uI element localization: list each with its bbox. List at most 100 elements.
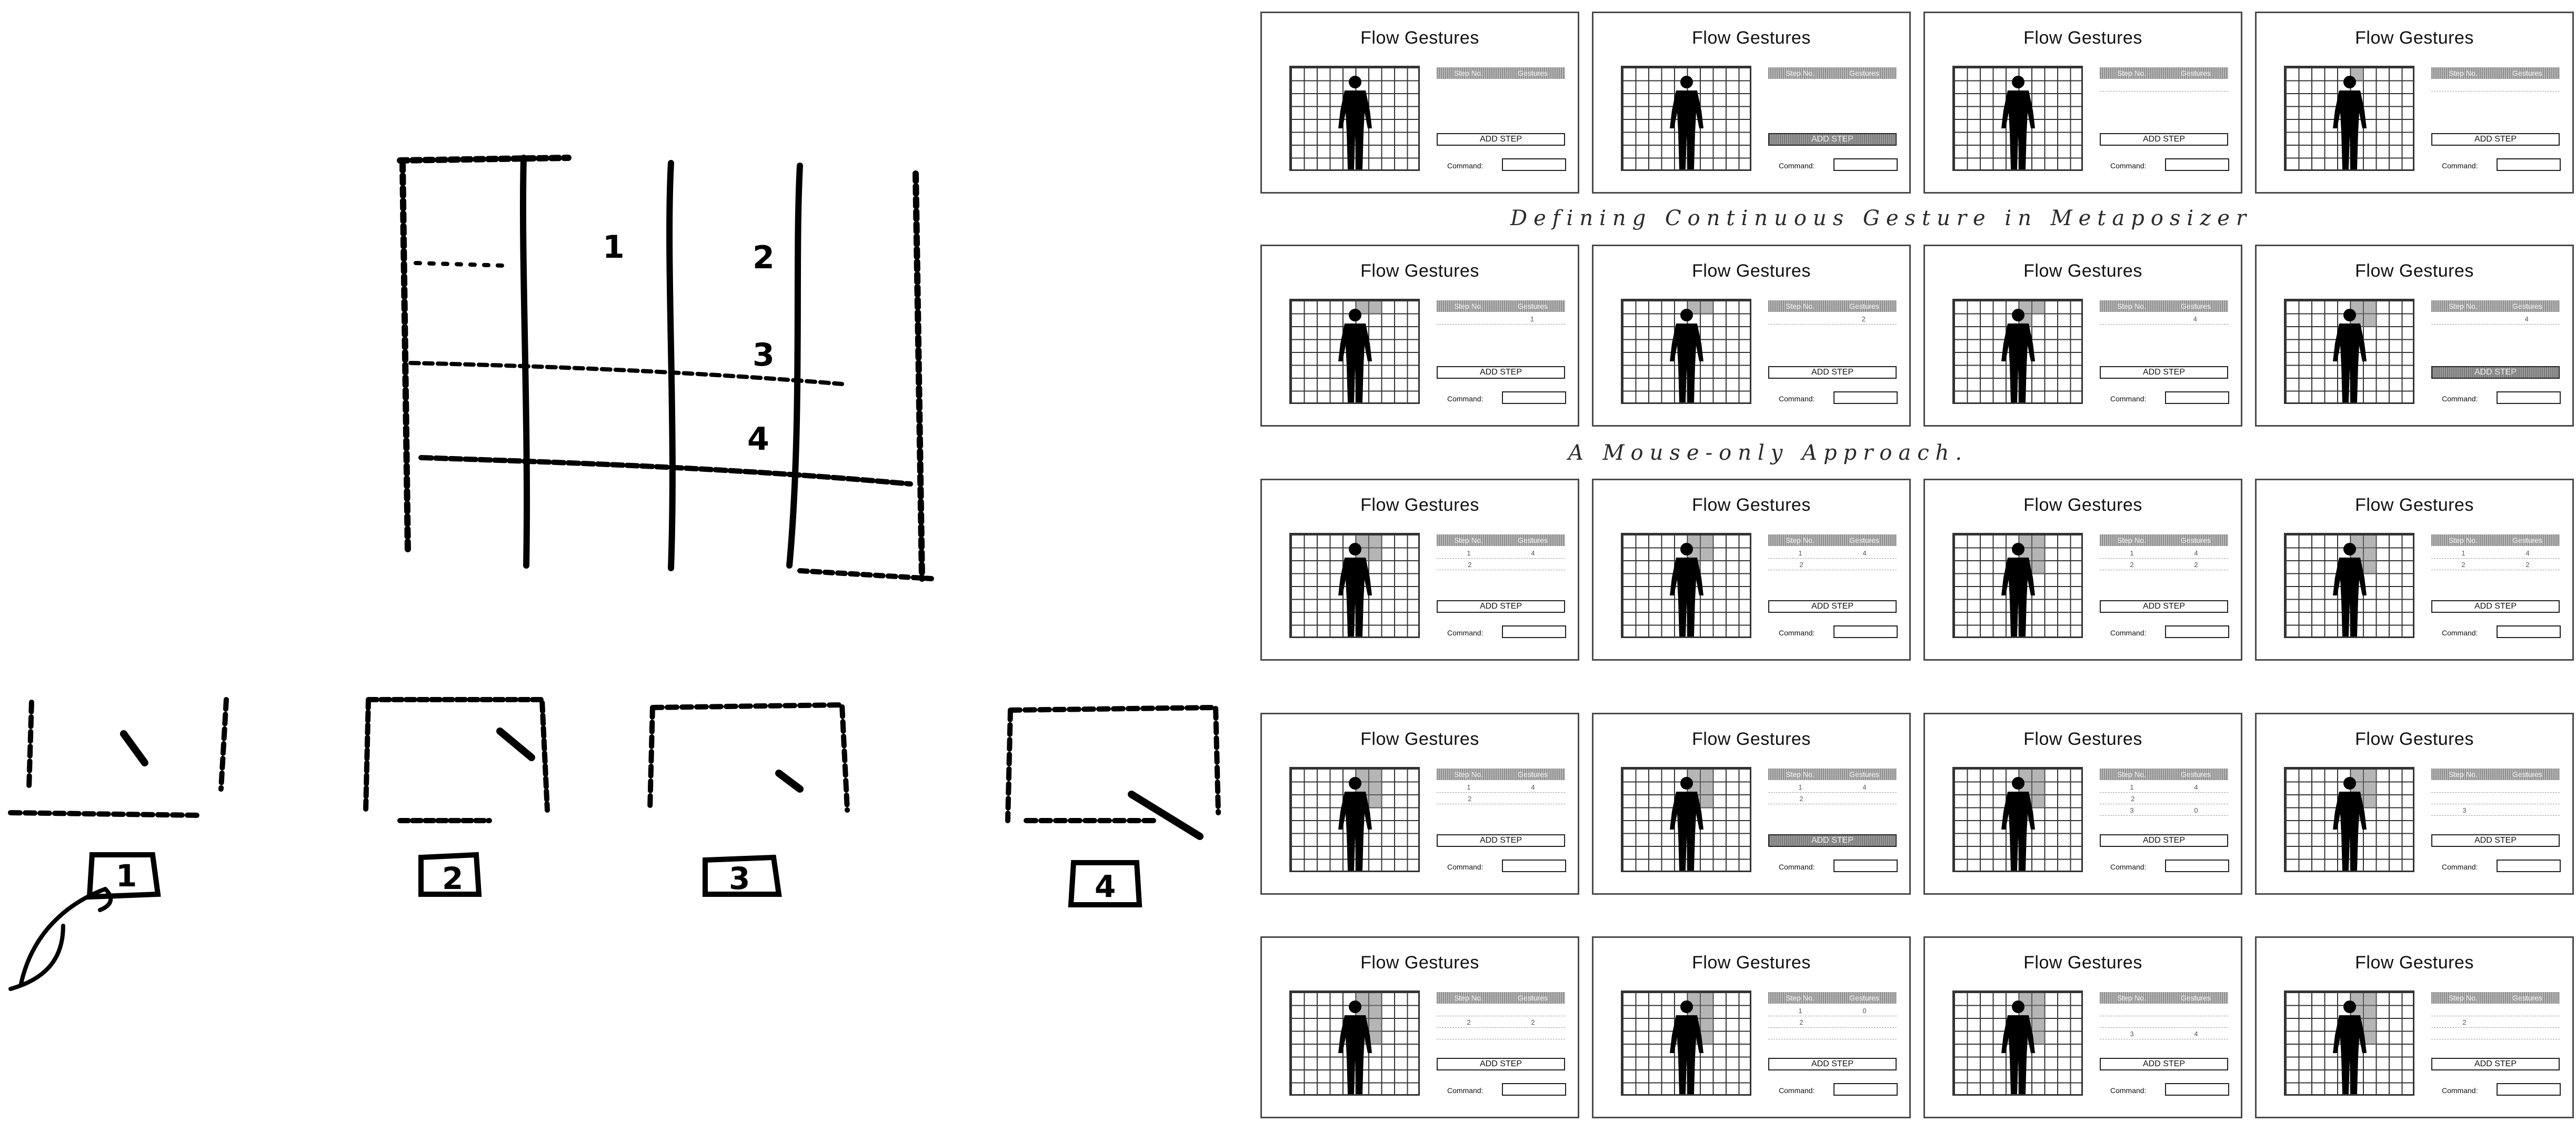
selected-grid-cell[interactable]: [2032, 535, 2045, 548]
selected-grid-cell[interactable]: [2032, 548, 2045, 561]
gesture-grid[interactable]: [2284, 533, 2414, 638]
gesture-grid[interactable]: [1289, 533, 1420, 638]
command-input[interactable]: [2497, 1083, 2561, 1096]
add-step-button[interactable]: ADD STEP: [2431, 133, 2560, 146]
gesture-grid[interactable]: [1289, 767, 1420, 872]
selected-grid-cell[interactable]: [2364, 548, 2377, 561]
steps-table-row[interactable]: 2: [1437, 559, 1565, 570]
selected-grid-cell[interactable]: [1701, 535, 1713, 548]
command-input[interactable]: [1833, 158, 1898, 171]
selected-grid-cell[interactable]: [2364, 1019, 2377, 1032]
steps-table-row[interactable]: 1: [1437, 314, 1565, 325]
add-step-button[interactable]: ADD STEP: [1768, 133, 1897, 146]
steps-table-row[interactable]: [2431, 782, 2560, 793]
add-step-button[interactable]: ADD STEP: [2431, 834, 2560, 847]
steps-table-row[interactable]: [2431, 1005, 2560, 1016]
steps-table-row[interactable]: 2: [1768, 314, 1897, 325]
command-input[interactable]: [1833, 860, 1898, 872]
command-input[interactable]: [2165, 625, 2229, 638]
selected-grid-cell[interactable]: [2364, 993, 2377, 1006]
steps-table-row[interactable]: 2: [1768, 793, 1897, 804]
gesture-grid[interactable]: [1952, 990, 2083, 1096]
selected-grid-cell[interactable]: [1369, 1032, 1382, 1045]
command-input[interactable]: [1502, 860, 1566, 872]
selected-grid-cell[interactable]: [1369, 770, 1382, 782]
command-input[interactable]: [2497, 391, 2561, 404]
steps-table-row[interactable]: [1437, 1028, 1565, 1039]
command-input[interactable]: [2497, 625, 2561, 638]
add-step-button[interactable]: ADD STEP: [2431, 1058, 2560, 1070]
selected-grid-cell[interactable]: [2364, 770, 2377, 782]
add-step-button[interactable]: ADD STEP: [1437, 133, 1565, 146]
selected-grid-cell[interactable]: [2032, 795, 2045, 808]
command-input[interactable]: [1833, 391, 1898, 404]
gesture-grid[interactable]: [2284, 990, 2414, 1096]
command-input[interactable]: [1833, 1083, 1898, 1096]
command-input[interactable]: [2165, 860, 2229, 872]
selected-grid-cell[interactable]: [2364, 795, 2377, 808]
selected-grid-cell[interactable]: [1701, 301, 1713, 314]
steps-table-row[interactable]: [2431, 1028, 2560, 1039]
selected-grid-cell[interactable]: [2364, 1006, 2377, 1019]
selected-grid-cell[interactable]: [1369, 782, 1382, 795]
selected-grid-cell[interactable]: [2364, 314, 2377, 327]
selected-grid-cell[interactable]: [2032, 1006, 2045, 1019]
command-input[interactable]: [1502, 625, 1566, 638]
selected-grid-cell[interactable]: [2364, 301, 2377, 314]
gesture-grid[interactable]: [1621, 299, 1751, 404]
add-step-button[interactable]: ADD STEP: [2100, 600, 2228, 613]
selected-grid-cell[interactable]: [1701, 782, 1713, 795]
gesture-grid[interactable]: [1952, 66, 2083, 171]
add-step-button[interactable]: ADD STEP: [1768, 834, 1897, 847]
add-step-button[interactable]: ADD STEP: [2100, 834, 2228, 847]
gesture-grid[interactable]: [1621, 767, 1751, 872]
steps-table-row[interactable]: [2100, 1005, 2228, 1016]
steps-table-row[interactable]: 2: [1768, 1017, 1897, 1028]
steps-table-row[interactable]: 2: [1437, 793, 1565, 804]
selected-grid-cell[interactable]: [2032, 993, 2045, 1006]
selected-grid-cell[interactable]: [1369, 1019, 1382, 1032]
selected-grid-cell[interactable]: [1701, 1006, 1713, 1019]
gesture-grid[interactable]: [1621, 533, 1751, 638]
steps-table-row[interactable]: [2431, 793, 2560, 804]
add-step-button[interactable]: ADD STEP: [1437, 366, 1565, 379]
gesture-grid[interactable]: [2284, 767, 2414, 872]
selected-grid-cell[interactable]: [2032, 1032, 2045, 1045]
add-step-button[interactable]: ADD STEP: [2431, 366, 2560, 379]
steps-table-row[interactable]: 3: [2431, 805, 2560, 816]
gesture-grid[interactable]: [1289, 66, 1420, 171]
selected-grid-cell[interactable]: [2032, 770, 2045, 782]
add-step-button[interactable]: ADD STEP: [2431, 600, 2560, 613]
steps-table-row[interactable]: 2: [2100, 793, 2228, 804]
command-input[interactable]: [1502, 158, 1566, 171]
selected-grid-cell[interactable]: [1701, 1032, 1713, 1045]
add-step-button[interactable]: ADD STEP: [1768, 600, 1897, 613]
selected-grid-cell[interactable]: [2032, 782, 2045, 795]
steps-table-row[interactable]: [2100, 80, 2228, 92]
selected-grid-cell[interactable]: [2032, 301, 2045, 314]
command-input[interactable]: [1833, 625, 1898, 638]
selected-grid-cell[interactable]: [1701, 548, 1713, 561]
steps-table-row[interactable]: 2: [1768, 559, 1897, 570]
selected-grid-cell[interactable]: [1701, 993, 1713, 1006]
command-input[interactable]: [1502, 1083, 1566, 1096]
command-input[interactable]: [2165, 158, 2229, 171]
gesture-grid[interactable]: [1952, 299, 2083, 404]
selected-grid-cell[interactable]: [1369, 301, 1382, 314]
selected-grid-cell[interactable]: [1701, 770, 1713, 782]
selected-grid-cell[interactable]: [1369, 535, 1382, 548]
steps-table-row[interactable]: [2100, 1017, 2228, 1028]
add-step-button[interactable]: ADD STEP: [1768, 366, 1897, 379]
command-input[interactable]: [2497, 860, 2561, 872]
gesture-grid[interactable]: [2284, 299, 2414, 404]
steps-table-row[interactable]: [1768, 1028, 1897, 1039]
